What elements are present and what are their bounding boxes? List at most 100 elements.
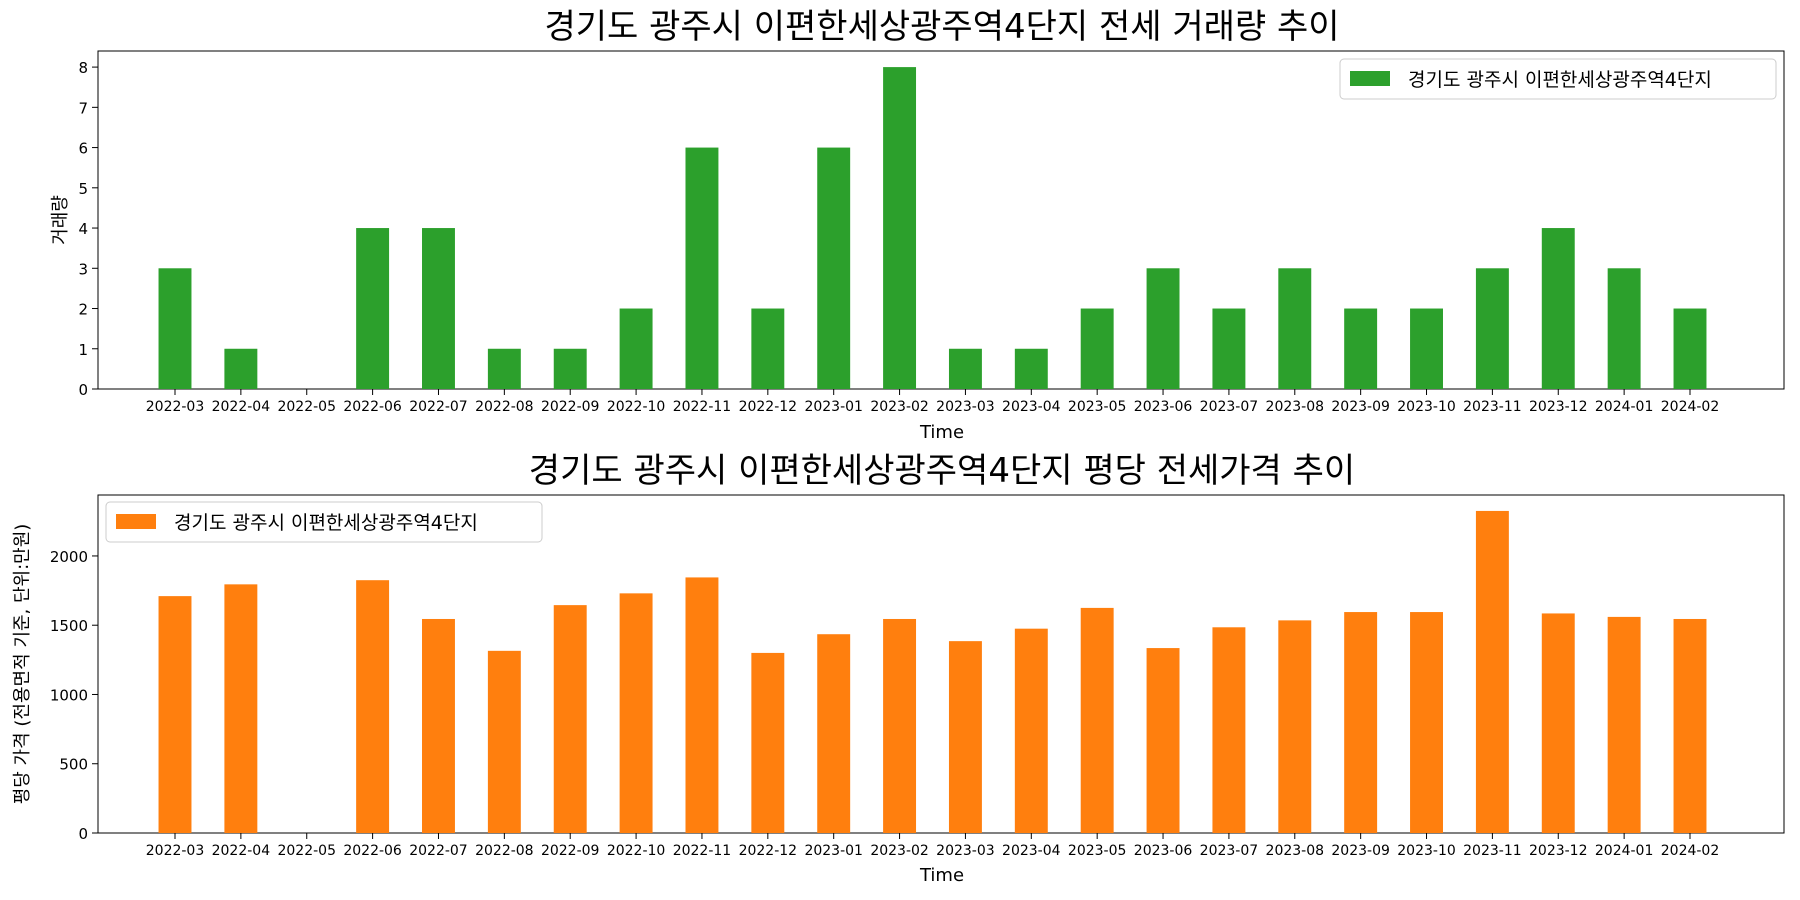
- volume-chart-bar: [883, 67, 917, 389]
- price-chart-legend-swatch: [116, 514, 156, 529]
- volume-chart-x-ticks: 2022-03 2022-04 2022-05 2022-06 2022-07 2022-…: [146, 389, 1720, 415]
- price-chart-y-tick-label: 2000: [50, 548, 88, 566]
- price-chart-bar: [883, 618, 917, 833]
- price-chart-y-tick-label: 1000: [50, 686, 88, 704]
- price-chart-bar: [1014, 628, 1048, 833]
- volume-chart-x-tick-label: 2022-06: [343, 399, 402, 415]
- volume-chart-x-tick-label: 2022-03: [146, 399, 205, 415]
- volume-chart-x-tick-label: 2024-01: [1595, 399, 1654, 415]
- volume-chart-bar: [685, 147, 719, 389]
- volume-chart-bar: [1475, 268, 1509, 389]
- price-chart-x-tick-label: 2023-05: [1068, 843, 1127, 859]
- volume-chart-bars: [158, 67, 1707, 389]
- price-chart-bar: [1278, 620, 1312, 833]
- price-chart-bar: [1410, 612, 1443, 833]
- volume-chart-x-tick-label: 2024-02: [1661, 399, 1720, 415]
- volume-chart-bar: [422, 228, 455, 389]
- price-chart: 경기도 광주시 이편한세상광주역4단지 평당 전세가격 추이 0 500 1000 1…: [12, 451, 1785, 886]
- price-chart-x-tick-label: 2022-10: [607, 843, 666, 859]
- price-chart-bar: [1673, 618, 1707, 833]
- price-chart-title: 경기도 광주시 이편한세상광주역4단지 평당 전세가격 추이: [529, 451, 1355, 491]
- price-chart-bars: [158, 510, 1707, 833]
- price-chart-x-tick-label: 2022-03: [146, 843, 205, 859]
- price-chart-bar: [948, 641, 982, 833]
- price-chart-legend-frame: [105, 501, 543, 543]
- volume-chart-plot-area: [97, 50, 1785, 390]
- price-chart-bar: [487, 650, 521, 833]
- volume-chart-bar: [1410, 308, 1443, 389]
- volume-chart-legend-frame: [1339, 58, 1777, 100]
- price-chart-x-tick-label: 2023-04: [1002, 843, 1061, 859]
- price-chart-x-tick-label: 2023-07: [1200, 843, 1259, 859]
- price-chart-x-tick-label: 2022-09: [541, 843, 600, 859]
- price-chart-x-tick-label: 2023-03: [936, 843, 995, 859]
- volume-chart-bar: [1212, 308, 1246, 389]
- price-chart-y-ticks: 0 500 1000 1500 2000: [50, 548, 98, 843]
- price-chart-x-tick-label: 2022-08: [475, 843, 534, 859]
- price-chart-x-tick-label: 2022-07: [409, 843, 468, 859]
- volume-chart: 경기도 광주시 이편한세상광주역4단지 전세 거래량 추이 012345678 …: [50, 7, 1785, 443]
- price-chart-bar: [817, 634, 851, 833]
- volume-chart-y-tick-label: 7: [78, 99, 88, 117]
- volume-chart-legend-label: 경기도 광주시 이편한세상광주역4단지: [1408, 69, 1712, 91]
- price-chart-x-ticks: 2022-03 2022-04 2022-05 2022-06 2022-07 2022-…: [146, 833, 1720, 859]
- volume-chart-legend-swatch: [1350, 71, 1390, 86]
- price-chart-bar: [356, 580, 390, 833]
- volume-chart-x-tick-label: 2023-11: [1463, 399, 1522, 415]
- volume-chart-bar: [1278, 268, 1312, 389]
- volume-chart-legend: 경기도 광주시 이편한세상광주역4단지: [1339, 58, 1777, 100]
- volume-chart-bar: [1673, 308, 1707, 389]
- volume-chart-bar: [1344, 308, 1378, 389]
- price-chart-x-tick-label: 2024-01: [1595, 843, 1654, 859]
- price-chart-plot-area: [97, 494, 1785, 834]
- price-chart-bar: [1146, 648, 1180, 833]
- price-chart-bar: [1607, 616, 1641, 833]
- volume-chart-bar: [553, 348, 587, 389]
- volume-chart-x-tick-label: 2022-11: [673, 399, 732, 415]
- volume-chart-bar: [619, 308, 653, 389]
- price-chart-bar: [1080, 607, 1114, 833]
- price-chart-bar: [1475, 510, 1509, 833]
- volume-chart-y-tick-label: 4: [78, 220, 88, 238]
- price-chart-bar: [619, 593, 653, 833]
- price-chart-y-tick-label: 500: [59, 756, 88, 774]
- volume-chart-bar: [224, 348, 258, 389]
- volume-chart-bar: [751, 308, 785, 389]
- volume-chart-x-tick-label: 2023-03: [936, 399, 995, 415]
- price-chart-bar: [1541, 613, 1575, 833]
- price-chart-bar: [158, 596, 192, 833]
- volume-chart-x-tick-label: 2023-07: [1200, 399, 1259, 415]
- volume-chart-x-tick-label: 2023-12: [1529, 399, 1588, 415]
- volume-chart-y-tick-label: 1: [78, 341, 88, 359]
- price-chart-bar: [422, 618, 455, 833]
- price-chart-x-tick-label: 2022-04: [212, 843, 271, 859]
- price-chart-y-tick-label: 1500: [50, 617, 88, 635]
- volume-chart-title: 경기도 광주시 이편한세상광주역4단지 전세 거래량 추이: [544, 7, 1339, 47]
- volume-chart-bar: [1541, 228, 1575, 389]
- volume-chart-x-tick-label: 2023-10: [1397, 399, 1456, 415]
- volume-chart-bar: [1014, 348, 1048, 389]
- price-chart-legend-label: 경기도 광주시 이편한세상광주역4단지: [174, 512, 478, 534]
- price-chart-bar: [1212, 627, 1246, 833]
- price-chart-x-tick-label: 2023-02: [870, 843, 929, 859]
- volume-chart-x-tick-label: 2022-10: [607, 399, 666, 415]
- volume-chart-x-tick-label: 2022-07: [409, 399, 468, 415]
- volume-chart-bar: [356, 228, 390, 389]
- volume-chart-x-tick-label: 2022-12: [739, 399, 798, 415]
- volume-chart-x-label: Time: [919, 422, 964, 443]
- volume-chart-x-tick-label: 2023-05: [1068, 399, 1127, 415]
- volume-chart-x-tick-label: 2023-02: [870, 399, 929, 415]
- price-chart-bar: [1344, 612, 1378, 833]
- price-chart-legend: 경기도 광주시 이편한세상광주역4단지: [105, 501, 543, 543]
- volume-chart-bar: [1146, 268, 1180, 389]
- volume-chart-x-tick-label: 2023-04: [1002, 399, 1061, 415]
- volume-chart-x-tick-label: 2022-04: [212, 399, 271, 415]
- volume-chart-bar: [1080, 308, 1114, 389]
- price-chart-x-tick-label: 2022-06: [343, 843, 402, 859]
- price-chart-bar: [751, 652, 785, 833]
- price-chart-bar: [224, 584, 258, 833]
- price-chart-x-tick-label: 2023-12: [1529, 843, 1588, 859]
- price-chart-x-tick-label: 2022-11: [673, 843, 732, 859]
- price-chart-x-tick-label: 2024-02: [1661, 843, 1720, 859]
